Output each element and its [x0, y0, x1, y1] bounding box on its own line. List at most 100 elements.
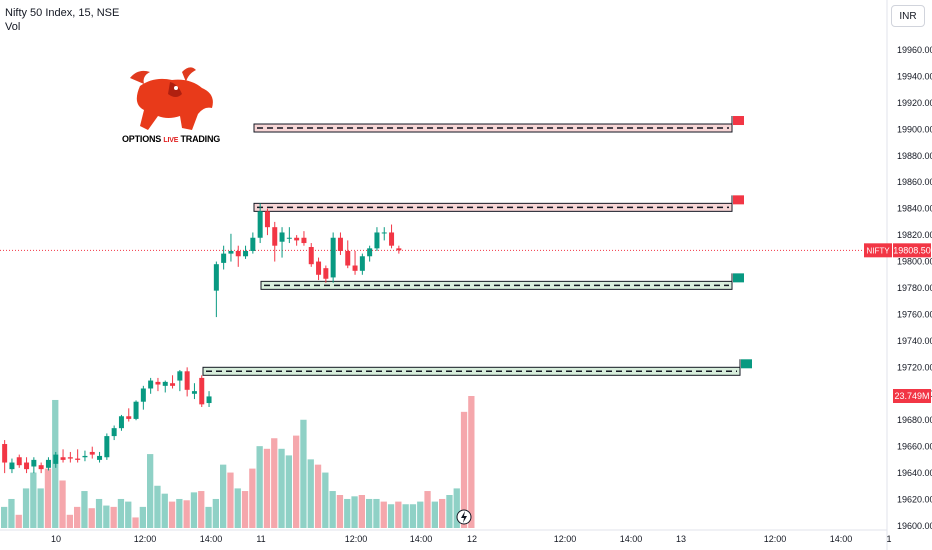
candle[interactable] — [206, 391, 212, 407]
candle[interactable] — [148, 377, 154, 394]
candle-body — [140, 388, 146, 402]
candle[interactable] — [199, 375, 205, 407]
candles — [2, 203, 402, 474]
price-tag — [893, 243, 931, 258]
candle[interactable] — [82, 450, 88, 462]
candle[interactable] — [359, 253, 365, 275]
candle[interactable] — [228, 233, 234, 262]
volume-bar — [322, 472, 329, 528]
currency-selector[interactable]: INR — [891, 5, 925, 27]
price-tick-label: 19960.00 — [897, 45, 932, 55]
candle[interactable] — [316, 257, 322, 281]
volume-bar — [285, 455, 292, 528]
candle[interactable] — [294, 235, 300, 246]
candle-body — [89, 451, 95, 455]
volume-bar — [380, 501, 387, 528]
volume-bar — [431, 501, 438, 528]
candle[interactable] — [272, 221, 278, 262]
candle[interactable] — [126, 408, 132, 422]
candle[interactable] — [221, 245, 227, 270]
volume-bar — [395, 501, 402, 528]
candle[interactable] — [330, 232, 336, 283]
candle[interactable] — [352, 250, 358, 275]
candle[interactable] — [45, 457, 51, 471]
candle[interactable] — [16, 454, 22, 468]
candle[interactable] — [97, 451, 103, 463]
candle[interactable] — [337, 232, 343, 255]
candle[interactable] — [2, 440, 8, 474]
candle[interactable] — [133, 400, 139, 421]
candle[interactable] — [243, 245, 249, 259]
volume-bar — [88, 508, 95, 528]
candle[interactable] — [381, 227, 387, 241]
candle-body — [359, 256, 365, 271]
candle[interactable] — [67, 451, 73, 463]
candle-body — [228, 250, 234, 254]
candle[interactable] — [396, 245, 402, 254]
candle[interactable] — [31, 457, 37, 474]
volume-bar — [358, 495, 365, 528]
lightning-icon[interactable] — [456, 509, 472, 525]
time-tick-label: 14:00 — [200, 534, 223, 544]
volume-bar — [366, 498, 373, 528]
price-tick-label: 19880.00 — [897, 151, 932, 161]
candle-body — [45, 459, 51, 468]
candle[interactable] — [367, 245, 373, 262]
time-tick-label: 12 — [467, 534, 477, 544]
candle[interactable] — [264, 208, 270, 236]
price-tick-label: 19940.00 — [897, 71, 932, 81]
candle[interactable] — [140, 385, 146, 410]
candle[interactable] — [24, 457, 30, 474]
volume-bar — [307, 459, 314, 528]
volume-bar — [198, 491, 205, 528]
candle[interactable] — [308, 243, 314, 267]
candle[interactable] — [111, 425, 117, 441]
candle[interactable] — [374, 227, 380, 251]
volume-bar — [417, 501, 424, 528]
candle-body — [82, 455, 88, 458]
volume-bar — [424, 491, 431, 528]
candle[interactable] — [257, 203, 263, 244]
price-tick-label: 19840.00 — [897, 204, 932, 214]
candle[interactable] — [53, 451, 59, 468]
volume-bar — [125, 501, 132, 528]
candle[interactable] — [345, 240, 351, 269]
candle-body — [213, 264, 219, 291]
candle[interactable] — [235, 245, 241, 267]
candle[interactable] — [250, 232, 256, 254]
candle[interactable] — [184, 367, 190, 397]
candle[interactable] — [301, 231, 307, 246]
symbol-tag-label: NIFTY — [866, 246, 890, 255]
candle[interactable] — [9, 458, 15, 474]
candle[interactable] — [170, 375, 176, 389]
volume-bar — [212, 498, 219, 528]
candle[interactable] — [323, 265, 329, 283]
volume-bar — [314, 464, 322, 528]
volume-indicator-label[interactable]: Vol — [5, 21, 21, 33]
candle[interactable] — [162, 380, 168, 393]
candle[interactable] — [118, 414, 124, 431]
candle[interactable] — [213, 261, 219, 318]
symbol-title[interactable]: Nifty 50 Index, 15, NSE — [5, 7, 120, 19]
volume-bar — [1, 506, 8, 528]
candle[interactable] — [75, 449, 81, 463]
candle[interactable] — [286, 227, 292, 244]
candle[interactable] — [60, 449, 66, 463]
price-tag-label: 19808.50 — [893, 245, 931, 255]
candle[interactable] — [38, 462, 44, 474]
volume-bars — [1, 396, 475, 528]
volume-bar — [22, 488, 30, 528]
candle-body — [257, 211, 263, 238]
candle[interactable] — [279, 227, 285, 258]
candle[interactable] — [177, 369, 183, 392]
candle-body — [191, 391, 197, 394]
candle[interactable] — [89, 446, 95, 459]
candle[interactable] — [389, 224, 395, 249]
candle-body — [2, 444, 8, 463]
candle[interactable] — [155, 377, 161, 392]
candle[interactable] — [191, 383, 197, 400]
candle[interactable] — [104, 433, 110, 460]
volume-bar — [147, 454, 154, 528]
volume-bar — [460, 411, 468, 528]
